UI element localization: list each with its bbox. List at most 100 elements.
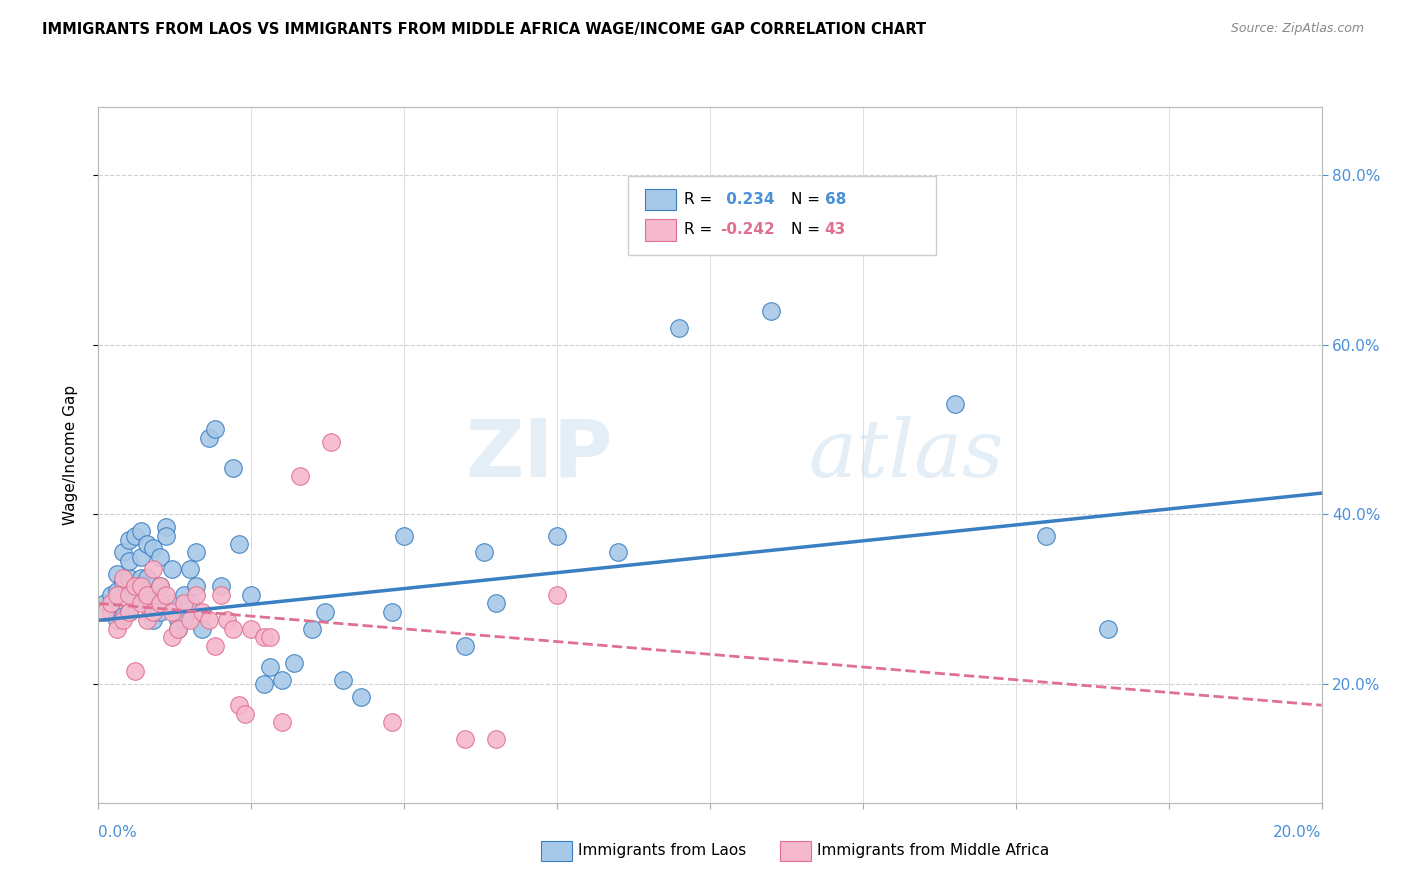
Point — [943, 397, 966, 411]
Text: R =: R = — [683, 192, 717, 207]
Point — [142, 605, 165, 619]
Point — [100, 596, 122, 610]
Point — [1035, 528, 1057, 542]
Point — [228, 537, 250, 551]
Point — [173, 588, 195, 602]
Point — [111, 613, 134, 627]
Point — [290, 469, 312, 483]
Point — [118, 605, 141, 619]
Point — [100, 605, 122, 619]
Point — [381, 605, 404, 619]
Point — [160, 631, 183, 645]
Text: N =: N = — [790, 222, 825, 237]
Point — [118, 571, 141, 585]
Point — [149, 596, 172, 610]
Point — [142, 541, 165, 556]
Point — [319, 435, 342, 450]
Text: atlas: atlas — [808, 417, 1004, 493]
Point — [204, 422, 226, 436]
Point — [179, 562, 201, 576]
Point — [149, 605, 172, 619]
Text: Immigrants from Middle Africa: Immigrants from Middle Africa — [817, 844, 1049, 858]
Point — [136, 596, 159, 610]
Point — [124, 665, 146, 679]
Point — [129, 579, 152, 593]
Point — [186, 579, 208, 593]
Point — [124, 528, 146, 542]
Point — [149, 549, 172, 564]
Point — [472, 545, 495, 559]
Point — [142, 588, 165, 602]
Point — [105, 588, 128, 602]
Point — [167, 622, 190, 636]
Point — [142, 613, 165, 627]
Point — [454, 639, 477, 653]
Point — [167, 622, 190, 636]
Point — [93, 596, 115, 610]
Point — [100, 588, 122, 602]
Text: 43: 43 — [824, 222, 846, 237]
Point — [197, 613, 219, 627]
Point — [179, 596, 201, 610]
Text: N =: N = — [790, 192, 825, 207]
Point — [124, 592, 146, 607]
Point — [197, 431, 219, 445]
Point — [283, 656, 305, 670]
Point — [111, 575, 134, 590]
Point — [118, 605, 141, 619]
Point — [240, 622, 263, 636]
Point — [215, 613, 238, 627]
Point — [454, 732, 477, 747]
Point — [129, 583, 152, 598]
Point — [759, 303, 782, 318]
Point — [546, 588, 568, 602]
Point — [160, 562, 183, 576]
Point — [301, 622, 323, 636]
Point — [136, 537, 159, 551]
Point — [155, 520, 177, 534]
Point — [204, 639, 226, 653]
Point — [332, 673, 354, 687]
Point — [252, 677, 274, 691]
Text: IMMIGRANTS FROM LAOS VS IMMIGRANTS FROM MIDDLE AFRICA WAGE/INCOME GAP CORRELATIO: IMMIGRANTS FROM LAOS VS IMMIGRANTS FROM … — [42, 22, 927, 37]
Text: Source: ZipAtlas.com: Source: ZipAtlas.com — [1230, 22, 1364, 36]
Point — [118, 588, 141, 602]
Point — [252, 631, 274, 645]
Point — [173, 613, 195, 627]
Y-axis label: Wage/Income Gap: Wage/Income Gap — [63, 384, 77, 525]
Point — [485, 732, 508, 747]
Text: 0.234: 0.234 — [720, 192, 775, 207]
Point — [118, 533, 141, 547]
Point — [270, 715, 292, 730]
Point — [111, 571, 134, 585]
Point — [191, 605, 214, 619]
Point — [93, 605, 115, 619]
Point — [149, 579, 172, 593]
Point — [118, 554, 141, 568]
Point — [668, 320, 690, 334]
Text: 0.0%: 0.0% — [98, 825, 138, 840]
Point — [111, 609, 134, 624]
Point — [105, 583, 128, 598]
Point — [546, 528, 568, 542]
Point — [240, 588, 263, 602]
Point — [228, 698, 250, 713]
Point — [1097, 622, 1119, 636]
Point — [392, 528, 416, 542]
Point — [381, 715, 404, 730]
Text: 20.0%: 20.0% — [1274, 825, 1322, 840]
Point — [105, 566, 128, 581]
Point — [209, 579, 232, 593]
Point — [350, 690, 373, 704]
Point — [186, 545, 208, 559]
Point — [136, 588, 159, 602]
Point — [129, 549, 152, 564]
Point — [314, 605, 336, 619]
Point — [607, 545, 630, 559]
Point — [179, 613, 201, 627]
Point — [129, 524, 152, 539]
Point — [155, 528, 177, 542]
Point — [149, 579, 172, 593]
Point — [186, 588, 208, 602]
Point — [155, 588, 177, 602]
